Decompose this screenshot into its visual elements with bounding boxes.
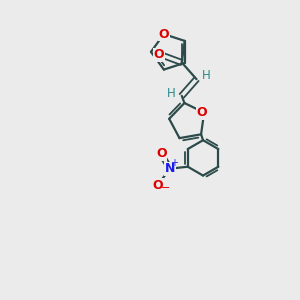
Text: H: H — [202, 69, 211, 82]
Text: O: O — [159, 28, 169, 40]
Text: O: O — [154, 48, 164, 61]
Text: O: O — [152, 179, 163, 192]
Text: O: O — [197, 106, 208, 119]
Text: O: O — [156, 147, 166, 160]
Text: −: − — [161, 183, 170, 193]
Text: H: H — [167, 87, 176, 101]
Text: N: N — [165, 162, 175, 175]
Text: +: + — [170, 158, 178, 168]
